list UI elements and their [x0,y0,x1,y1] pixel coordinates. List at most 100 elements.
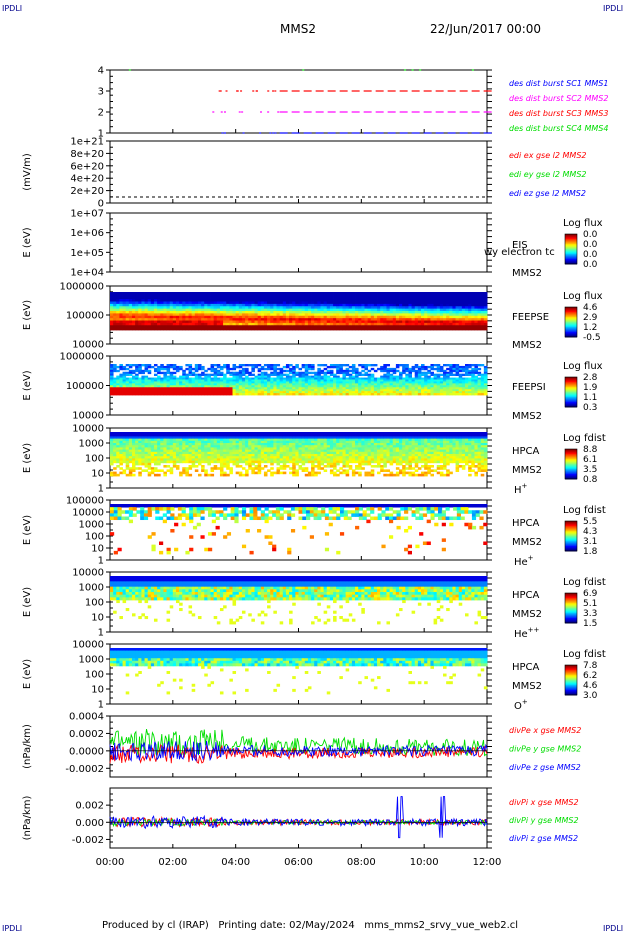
feepse-cell [417,299,422,302]
feepsi-cell [213,385,218,388]
feepse-cell [392,292,397,295]
feepse-cell [301,301,306,305]
feepsi-cell [383,379,387,382]
feepse-cell [238,327,243,331]
feepse-cell [307,303,312,307]
feepse-cell [122,296,127,300]
feepsi-cell [477,381,482,384]
hpca_h-cell [188,440,193,444]
hpca_h-cell [172,432,177,435]
feepse-cell [169,327,174,331]
feepsi-cell [172,364,177,367]
feepse-cell [461,325,466,329]
feepse-cell [405,320,409,324]
feepse-cell [267,299,271,302]
feepse-cell [304,315,309,319]
hpca_h-cell [267,447,271,450]
feepse-cell [179,301,183,305]
feepsi-cell [461,389,466,392]
hpca_h-cell [157,445,161,448]
feepse-cell [298,292,303,295]
feepsi-cell [433,391,438,394]
feepsi-cell [110,379,114,382]
feepse-cell [298,327,303,331]
feepse-cell [147,311,152,314]
feepsi-cell [446,381,450,384]
feepsi-cell [235,391,240,394]
hpca_h-cell [251,462,255,466]
hpca_h-cell [131,438,136,442]
feepse-cell [458,294,463,298]
feepse-cell [273,322,277,326]
feepse-cell [292,294,296,298]
feepse-cell [135,318,139,321]
feepse-cell [351,308,356,312]
feepsi-cell [380,389,384,392]
hpca_h-cell [292,451,296,455]
feepsi-cell [144,377,149,380]
feepsi-cell [361,381,365,384]
hpca_h-cell [267,438,271,442]
feepse-cell [110,308,114,312]
hpca_h-cell [153,469,158,472]
feepsi-cell [377,387,381,390]
feepse-cell [361,311,365,314]
feepse-cell [320,320,325,324]
feepse-cell [430,292,434,295]
hpca_h-cell [213,460,218,464]
feepse-cell [336,301,340,305]
feepsi-cell [147,391,152,394]
hpca_h-cell [141,432,145,435]
feepse-cell [405,294,409,298]
burst-frame [109,69,488,134]
hpca_h-cell [254,460,259,464]
feepse-cell [458,315,463,319]
hpca_h-cell [226,440,230,444]
feepsi-cell [392,383,397,386]
feepse-cell [433,301,438,305]
feepsi-cell [135,373,139,377]
feepse-cell [471,301,475,305]
feepsi-cell [311,387,315,390]
feepse-cell [483,313,488,317]
feepse-cell [182,308,186,312]
feepse-cell [461,313,466,317]
feepse-cell [329,322,334,326]
feepsi-cell [273,373,277,377]
hpca_h-cell [204,440,208,444]
feepsi-cell [257,391,262,394]
feepsi-cell [433,389,438,392]
hpca_h-cell [157,454,161,457]
feepse-cell [147,296,152,300]
feepsi-cell [245,369,249,373]
hpca_h-cell [191,451,196,455]
feepse-cell [436,294,441,298]
feepsi-cell [169,364,174,367]
feepsi-cell [150,385,155,388]
feepsi-cell [292,383,296,386]
feepse-cell [113,320,117,324]
hpca_h-ylabel: E (eV) [22,443,33,473]
feepse-cell [201,322,205,326]
feepse-cell [241,308,246,312]
feepse-cell [402,322,406,326]
feepse-cell [323,296,328,300]
hpca_h-cell [276,434,281,437]
hpca_h-cell [150,471,155,475]
feepsi-cell [471,371,475,375]
feepse-cell [367,313,372,317]
hpca_h-cell [207,456,211,459]
feepse-cell [323,311,328,314]
feepse-cell [197,313,202,317]
hpca_h-cell [223,473,227,477]
feepse-cell [241,315,246,319]
hpca_h-cell [216,432,221,435]
feepse-cell [427,301,431,305]
feepse-cell [392,303,397,307]
feepse-cell [223,306,227,310]
feepse-cell [188,322,193,326]
feepsi-cell [138,389,142,392]
feepsi-cell [317,385,321,388]
feepsi-cell [355,367,359,371]
feepse-cell [414,311,419,314]
